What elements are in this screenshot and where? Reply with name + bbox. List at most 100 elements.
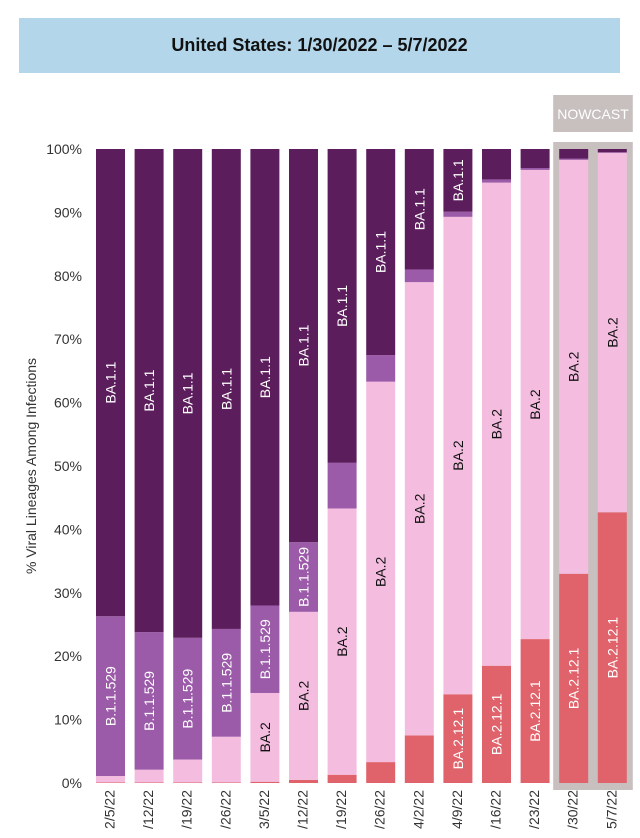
segment-label: BA.1.1: [373, 231, 389, 273]
bar-segment: [173, 637, 203, 760]
bar-segment: [482, 179, 511, 183]
bar-segment: [597, 152, 627, 513]
bar-segment: [289, 149, 318, 543]
bar-segment: [443, 211, 473, 217]
bar-segment: [443, 149, 473, 212]
bar-segment: [404, 149, 434, 270]
bar-segment: [173, 782, 203, 783]
y-tick-label: 10%: [54, 712, 82, 728]
x-tick-label: 4/9/22: [449, 790, 465, 829]
segment-label: BA.1.1: [334, 285, 350, 327]
bar-segment: [597, 512, 627, 783]
bar-segment: [520, 169, 550, 640]
segment-label: BA.2: [334, 626, 350, 657]
chart-title: United States: 1/30/2022 – 5/7/2022: [171, 35, 468, 55]
segment-label: BA.2: [411, 493, 427, 524]
bar-segment: [134, 782, 164, 783]
x-tick-label: 2/5/22: [102, 790, 118, 829]
y-tick-label: 80%: [54, 268, 82, 284]
segment-label: BA.2: [450, 440, 466, 471]
segment-label: BA.2: [257, 722, 273, 753]
bar-segment: [289, 779, 318, 783]
segment-label: BA.1.1: [180, 372, 196, 414]
bar-segment: [404, 282, 434, 736]
chart-title-banner: United States: 1/30/2022 – 5/7/2022: [19, 18, 620, 73]
bar-segment: [366, 762, 396, 783]
x-tick-label: /23/22: [526, 790, 542, 829]
segment-label: BA.1.1: [103, 361, 119, 403]
bar-segment: [366, 149, 396, 356]
bar-segment: [211, 149, 241, 629]
x-tick-label: 5/7/22: [603, 790, 619, 829]
y-tick-label: 40%: [54, 521, 82, 537]
y-tick-label: 0%: [62, 775, 82, 791]
segment-label: BA.1.1: [296, 324, 312, 366]
segment-label: B.1.1.529: [257, 619, 273, 679]
y-tick-label: 90%: [54, 204, 82, 220]
segment-label: BA.1.1: [257, 356, 273, 398]
segment-label: B.1.1.529: [296, 547, 312, 607]
x-tick-label: /12/22: [140, 790, 156, 829]
bar-segment: [173, 759, 203, 783]
nowcast-badge: [553, 95, 633, 132]
y-tick-label: 20%: [54, 648, 82, 664]
segment-label: BA.2: [489, 409, 505, 440]
bar-segment: [327, 149, 357, 463]
bar-segment: [211, 782, 241, 783]
segment-label: BA.2: [604, 317, 620, 348]
y-tick-label: 100%: [46, 141, 82, 157]
segment-label: BA.2.12.1: [604, 617, 620, 679]
bar-segment: [96, 782, 125, 783]
x-tick-label: 3/5/22: [256, 790, 272, 829]
segment-label: B.1.1.529: [141, 671, 157, 731]
bar-segment: [134, 769, 164, 783]
y-axis-title: % Viral Lineages Among Infections: [23, 358, 39, 574]
bar-segment: [327, 462, 357, 509]
segment-label: BA.1.1: [141, 369, 157, 411]
y-tick-label: 30%: [54, 585, 82, 601]
bar-segment: [404, 269, 434, 283]
bar-segment: [134, 632, 164, 770]
segment-label: BA.2.12.1: [566, 647, 582, 709]
bar-segment: [559, 158, 589, 160]
x-tick-label: 4/2/22: [410, 790, 426, 829]
bar-segment: [250, 149, 280, 606]
bar-segment: [482, 182, 511, 666]
bar-segment: [366, 355, 396, 382]
bar-segment: [211, 736, 241, 783]
bar-segment: [289, 611, 318, 780]
segment-label: BA.2.12.1: [527, 680, 543, 742]
segment-label: B.1.1.529: [103, 666, 119, 726]
bar-segment: [559, 149, 589, 159]
bar-segment: [520, 149, 550, 169]
bar-segment: [482, 665, 511, 783]
x-tick-label: /19/22: [333, 790, 349, 829]
y-tick-label: 50%: [54, 458, 82, 474]
bar-segment: [366, 381, 396, 763]
bar-segment: [559, 573, 589, 783]
x-tick-label: /30/22: [565, 790, 581, 829]
bar-segment: [482, 149, 511, 180]
y-tick-label: 70%: [54, 331, 82, 347]
segment-label: BA.2: [527, 389, 543, 420]
segment-label: BA.2.12.1: [450, 708, 466, 770]
x-tick-label: /26/22: [372, 790, 388, 829]
bar-segment: [443, 216, 473, 695]
segment-label: BA.1.1: [411, 188, 427, 230]
segment-label: BA.2: [373, 556, 389, 587]
x-tick-label: /19/22: [179, 790, 195, 829]
bar-segment: [327, 774, 357, 783]
segment-label: B.1.1.529: [180, 668, 196, 728]
bar-segment: [250, 781, 280, 783]
bar-segment: [173, 149, 203, 638]
bar-segment: [211, 628, 241, 737]
x-tick-label: /26/22: [217, 790, 233, 829]
bar-segment: [327, 508, 357, 775]
bar-segment: [289, 542, 318, 612]
y-tick-label: 60%: [54, 395, 82, 411]
x-tick-label: /12/22: [295, 790, 311, 829]
bar-segment: [250, 692, 280, 782]
bar-segment: [559, 159, 589, 574]
bar-segment: [597, 152, 627, 153]
bar-segment: [250, 605, 280, 693]
